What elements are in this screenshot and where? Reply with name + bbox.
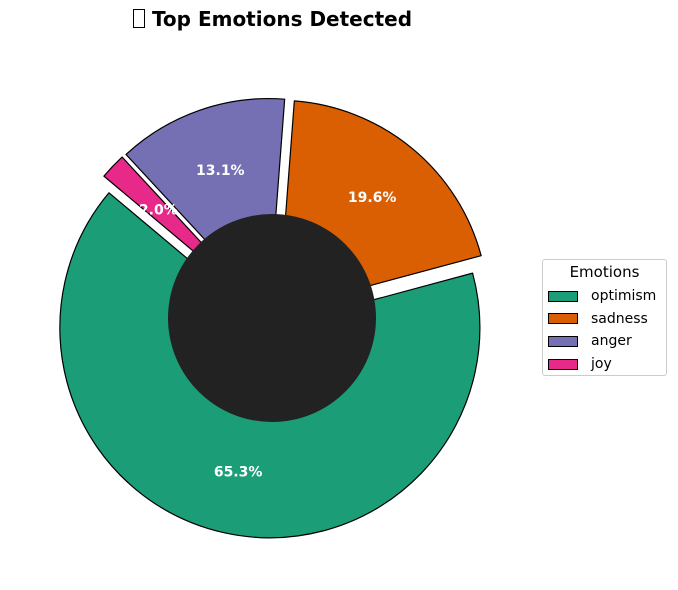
chart-title: Top Emotions Detected <box>0 7 545 31</box>
legend-swatch <box>548 290 578 302</box>
legend-item-sadness: sadness <box>543 308 666 331</box>
donut-center <box>168 214 376 422</box>
legend-item-joy: joy <box>543 353 666 376</box>
legend-swatch <box>548 335 578 347</box>
legend-label: anger <box>591 333 632 350</box>
legend-title: Emotions <box>569 263 640 281</box>
legend-label: optimism <box>591 288 657 305</box>
legend-label: joy <box>591 356 612 373</box>
slice-value-label: 13.1% <box>196 163 245 179</box>
slice-value-label: 2.0% <box>139 203 178 219</box>
chart-title-text: Top Emotions Detected <box>151 7 413 31</box>
slice-value-label: 65.3% <box>214 464 263 480</box>
legend-swatch <box>548 313 578 325</box>
legend-swatch <box>548 358 578 370</box>
slice-value-label: 19.6% <box>348 190 397 206</box>
legend-item-optimism: optimism <box>543 285 666 308</box>
missing-glyph-icon <box>132 9 145 28</box>
legend: Emotions optimism sadness anger joy <box>542 259 667 376</box>
legend-item-anger: anger <box>543 330 666 353</box>
legend-label: sadness <box>591 310 648 327</box>
